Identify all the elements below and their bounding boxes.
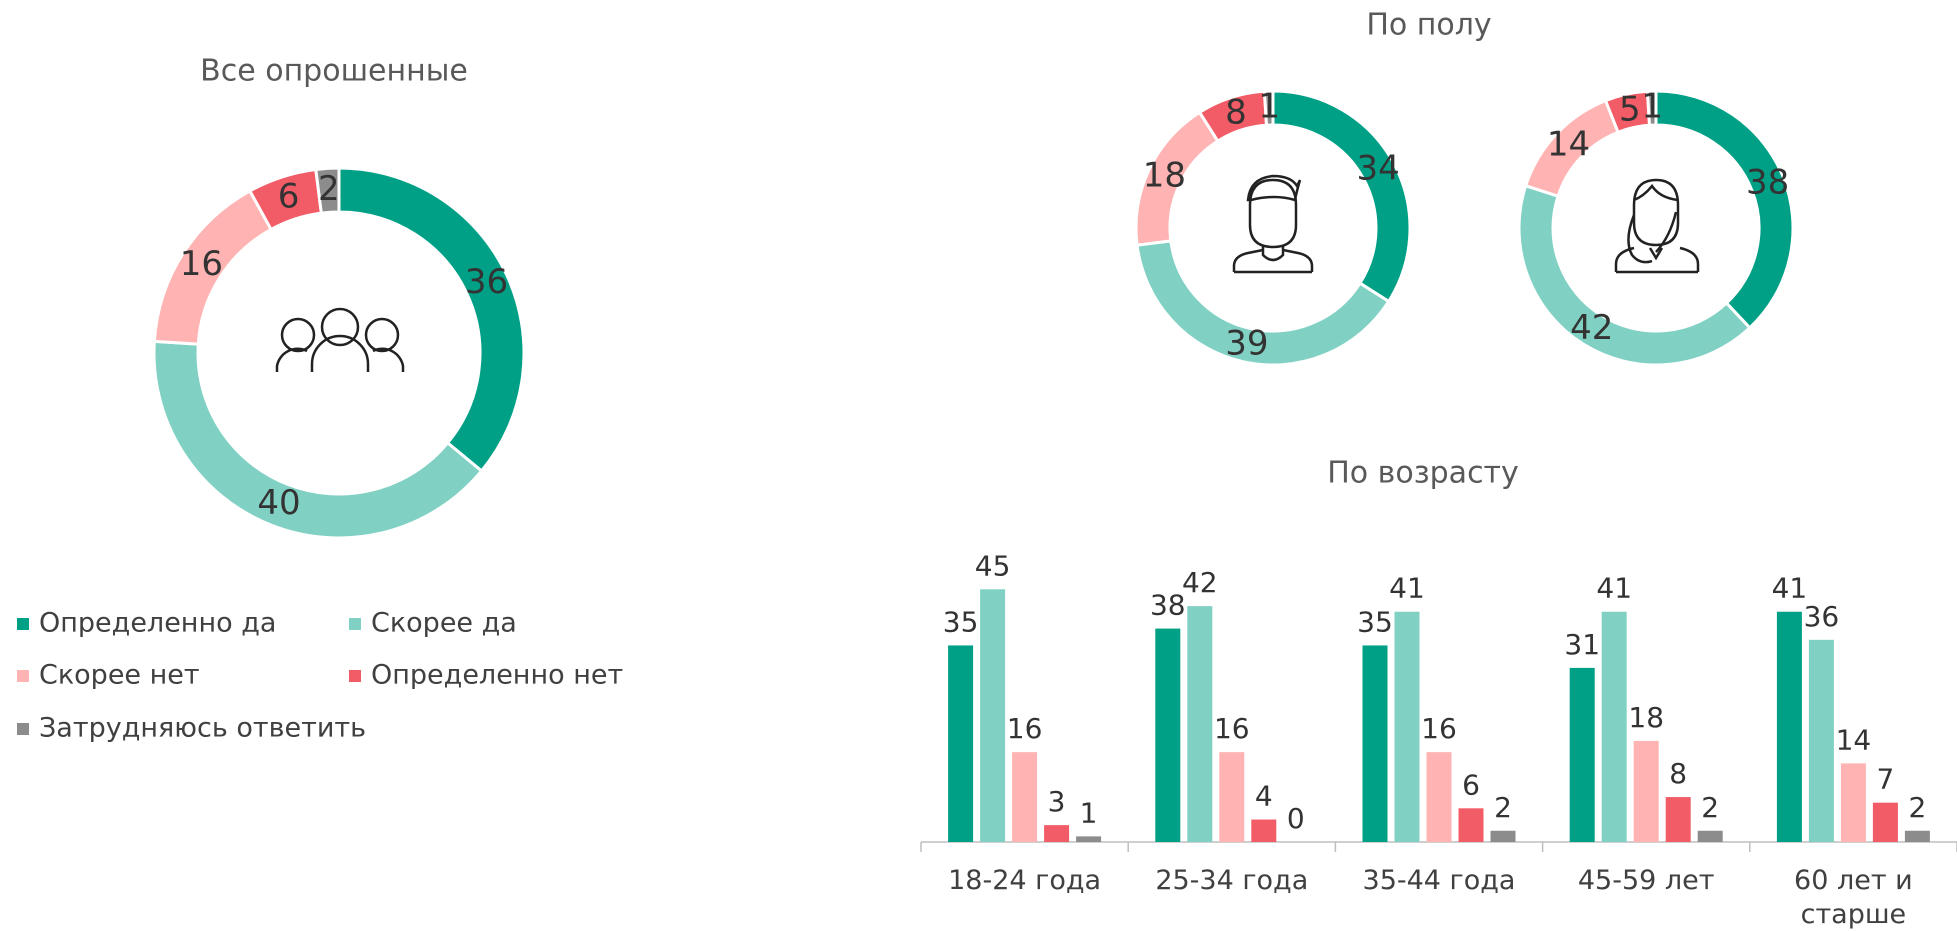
data-label: 2 [318,169,340,209]
data-label: 36 [1804,600,1840,633]
x-tick-label: 35-44 года [1362,865,1516,896]
people-icon [275,307,405,372]
data-label: 4 [1255,780,1273,813]
data-label: 8 [1669,757,1687,790]
donut-segment [314,166,341,215]
man-icon [1232,174,1314,274]
data-label: 40 [257,483,300,523]
data-label: 35 [943,605,979,638]
legend-label: Определенно нет [371,660,623,691]
data-label: 38 [1746,162,1789,202]
donut-segment [1654,89,1795,330]
data-label: 1 [1258,87,1280,127]
data-label: 16 [1421,712,1457,745]
data-label: 3 [1048,785,1066,818]
bar [1872,802,1898,842]
data-label: 2 [1494,791,1512,824]
data-label: 41 [1389,572,1425,605]
bar [1808,639,1834,842]
data-label: 35 [1357,605,1393,638]
data-label: 7 [1876,763,1894,796]
donut-segment [1262,89,1275,127]
data-label: 2 [1908,791,1926,824]
bar [1569,667,1595,842]
data-label: 16 [1214,712,1250,745]
data-label: 41 [1596,572,1632,605]
x-tick-label: 18-24 года [948,865,1102,896]
bar [1155,628,1181,842]
legend-swatch [17,670,29,682]
data-label: 16 [180,244,223,284]
chart-title: Все опрошенные [200,54,468,89]
bar [1601,611,1627,842]
data-label: 41 [1772,572,1808,605]
bar [1458,808,1484,842]
data-label: 6 [278,176,300,216]
legend-swatch [349,670,361,682]
woman-icon [1614,178,1700,274]
bar [1904,830,1930,842]
bar [1251,819,1277,842]
donut-segment [1517,183,1752,367]
bar [1776,611,1802,842]
data-label: 34 [1357,149,1400,189]
bar [1012,752,1038,842]
bar [1840,763,1866,842]
bar [1697,830,1723,842]
data-label: 39 [1225,324,1268,364]
donut-segment [1271,89,1412,304]
data-label: 1 [1080,796,1098,829]
data-label: 38 [1150,589,1186,622]
bar [1633,740,1659,842]
legend-label: Определенно да [39,608,276,639]
data-label: 14 [1836,723,1872,756]
chart-title: По полу [1366,8,1491,43]
bar [1362,645,1388,842]
x-tick-label: 45-59 лет [1577,865,1715,896]
data-label: 5 [1619,89,1641,129]
data-label: 1 [1641,87,1663,127]
data-label: 14 [1547,124,1590,164]
bar [1426,752,1452,842]
data-label: 8 [1225,92,1247,132]
data-label: 2 [1701,791,1719,824]
data-label: 45 [975,549,1011,582]
bar [980,589,1006,842]
data-label: 0 [1287,802,1305,835]
donut-segment [152,339,484,540]
bar [948,645,974,842]
legend-label: Скорее нет [39,660,200,691]
data-label: 18 [1628,701,1664,734]
data-label: 18 [1143,155,1186,195]
data-label: 31 [1564,628,1600,661]
legend-label: Затрудняюсь ответить [39,713,366,744]
data-label: 36 [465,262,508,302]
bar [1394,611,1420,842]
bar [1219,752,1245,842]
chart-title: По возрасту [1327,456,1519,491]
bar [1187,606,1213,842]
x-tick-label: 25-34 года [1155,865,1309,896]
bar [1490,830,1516,842]
data-label: 6 [1462,768,1480,801]
legend-swatch [17,618,29,630]
data-label: 16 [1007,712,1043,745]
data-label: 42 [1182,566,1218,599]
bar [1076,836,1102,842]
bar [1044,825,1070,842]
legend-label: Скорее да [371,608,517,639]
bar [1665,797,1691,842]
donut-segment [337,166,526,474]
legend-swatch [17,723,29,735]
donut-segment [1135,239,1391,367]
legend-swatch [349,618,361,630]
x-tick-label: 60 лет и старше [1794,865,1913,930]
donut-segment [1645,89,1658,127]
data-label: 42 [1570,308,1613,348]
